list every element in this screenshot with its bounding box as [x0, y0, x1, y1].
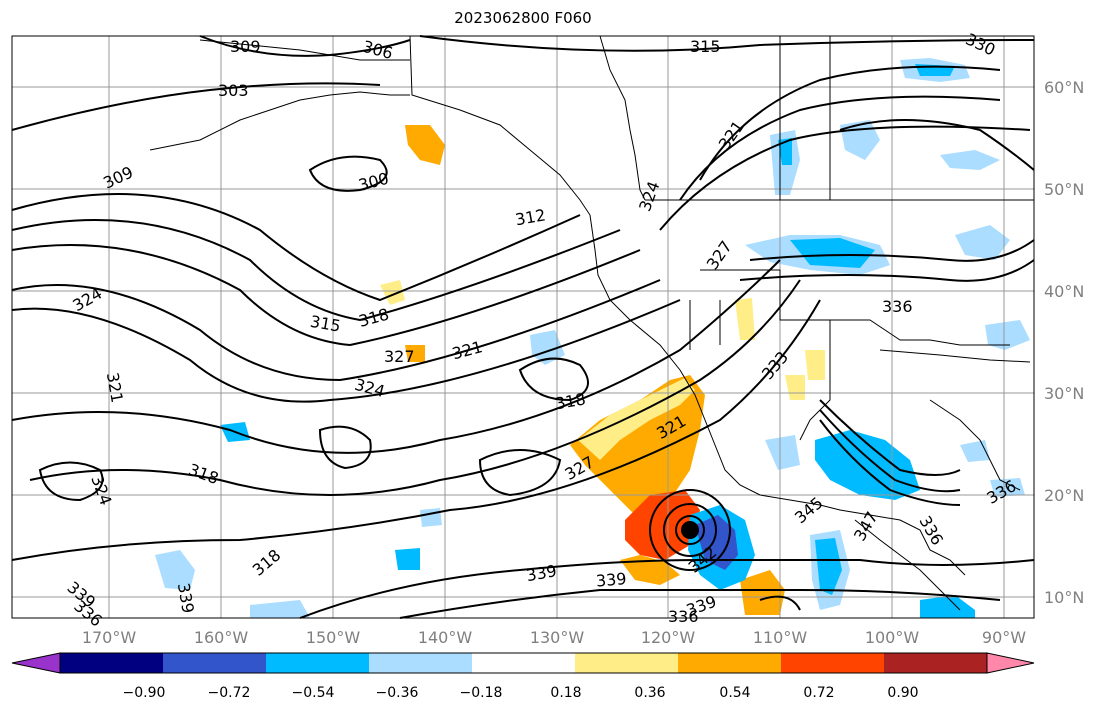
contour-label: 309 — [230, 37, 261, 56]
colorbar-segment — [60, 653, 163, 673]
contour-label: 315 — [690, 37, 721, 56]
colorbar-tick-label: 0.18 — [550, 685, 581, 701]
colorbar-tick-label: 0.36 — [634, 685, 665, 701]
lon-label: 90°W — [982, 628, 1026, 647]
lon-label: 170°W — [82, 628, 137, 647]
lon-label: 160°W — [194, 628, 249, 647]
colorbar-tick-label: 0.54 — [719, 685, 750, 701]
map-frame — [11, 35, 1035, 619]
lat-label: 20°N — [1044, 486, 1084, 505]
colorbar-labels: −0.90 −0.72 −0.54 −0.36 −0.18 0.18 0.36 … — [123, 685, 919, 701]
colorbar-tick-label: 0.72 — [803, 685, 834, 701]
colorbar-tick-label: 0.90 — [887, 685, 918, 701]
contour-label: 336 — [668, 607, 699, 626]
longitude-labels: 170°W 160°W 150°W 140°W 130°W 120°W 110°… — [82, 628, 1026, 647]
colorbar-segment — [678, 653, 781, 673]
lat-label: 50°N — [1044, 180, 1084, 199]
latitude-labels: 60°N 50°N 40°N 30°N 20°N 10°N — [1044, 78, 1084, 607]
contour-label: 336 — [882, 297, 913, 316]
colorbar-segment — [266, 653, 369, 673]
anomaly-fills — [155, 58, 1030, 618]
colorbar-segment — [369, 653, 472, 673]
contour-label: 327 — [384, 347, 415, 366]
colorbar-extend-high — [986, 652, 1035, 674]
colorbar-segment — [163, 653, 266, 673]
contour-label: 303 — [218, 81, 249, 100]
colorbar-tick-label: −0.18 — [460, 685, 503, 701]
lat-label: 40°N — [1044, 282, 1084, 301]
colorbar-tick-label: −0.36 — [376, 685, 419, 701]
lon-label: 100°W — [865, 628, 920, 647]
coastlines — [149, 35, 1034, 611]
map-title: 2023062800 F060 — [454, 9, 592, 27]
colorbar-tick-label: −0.72 — [208, 685, 251, 701]
lat-label: 30°N — [1044, 384, 1084, 403]
lon-label: 140°W — [418, 628, 473, 647]
colorbar-frame — [59, 652, 988, 674]
lon-label: 110°W — [753, 628, 808, 647]
colorbar-extend-low — [11, 652, 61, 674]
lat-label: 60°N — [1044, 78, 1084, 97]
lon-label: 150°W — [306, 628, 361, 647]
lon-label: 130°W — [530, 628, 585, 647]
colorbar-tick-label: −0.90 — [123, 685, 166, 701]
colorbar-segment — [472, 653, 575, 673]
contour-label: 339 — [595, 569, 627, 591]
colorbar-segment — [575, 653, 678, 673]
lon-label: 120°W — [641, 628, 696, 647]
colorbar-segment — [884, 653, 987, 673]
colorbar-tick-label: −0.54 — [292, 685, 335, 701]
height-contours — [11, 35, 1035, 619]
lat-label: 10°N — [1044, 588, 1084, 607]
colorbar — [11, 652, 1035, 674]
colorbar-segment — [781, 653, 884, 673]
low-center-marker — [681, 521, 699, 539]
